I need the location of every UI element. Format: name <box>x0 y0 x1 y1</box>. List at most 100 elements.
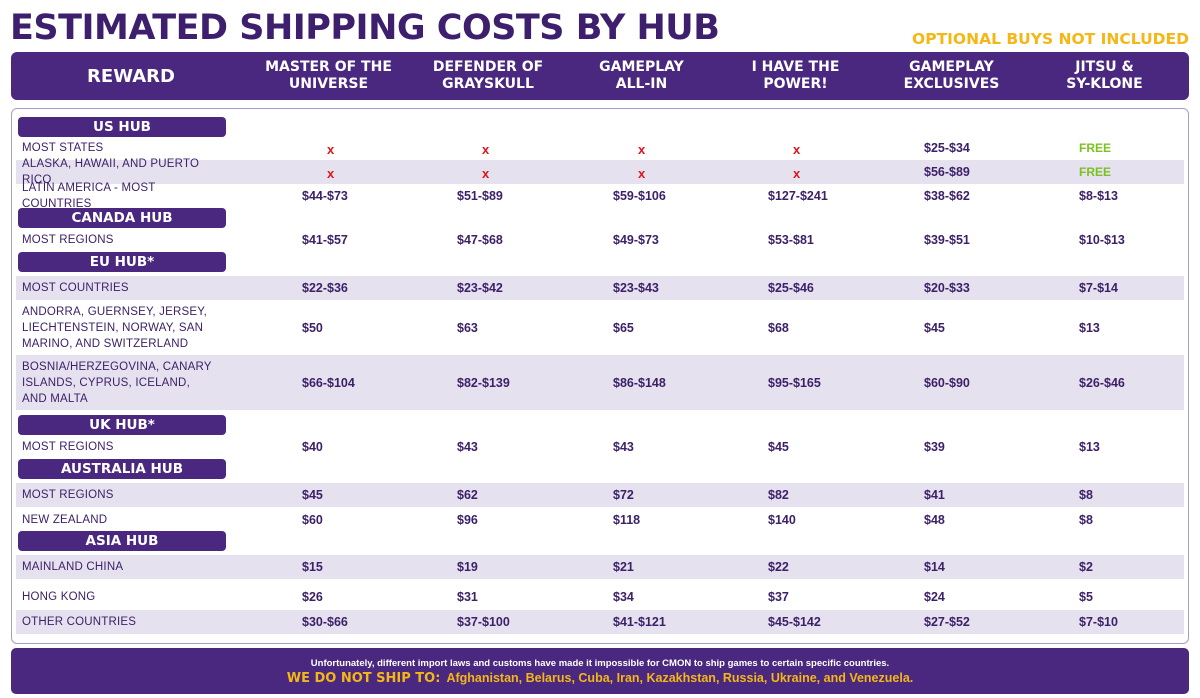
hub-label-australia: AUSTRALIA HUB <box>18 459 226 479</box>
shipping-cost-cell: $30-$66 <box>302 615 348 629</box>
table-row: NEW ZEALAND $60 $96 $118 $140 $48 $8 <box>16 509 1184 530</box>
no-ship-lead: WE DO NOT SHIP TO: <box>286 671 441 686</box>
shipping-cost-cell: $47-$68 <box>457 233 503 247</box>
shipping-cost-cell: $25-$34 <box>924 140 970 155</box>
shipping-cost-cell: $37-$100 <box>457 615 510 629</box>
shipping-cost-cell: $8 <box>1079 512 1093 527</box>
shipping-cost-cell: $82 <box>768 488 789 502</box>
header-defender-of-grayskull: DEFENDER OF GRAYSKULL <box>432 59 544 92</box>
shipping-cost-cell: $14 <box>924 560 945 574</box>
header-jitsu-sy-klone: JITSU & SY-KLONE <box>1066 59 1143 92</box>
shipping-cost-cell: $45-$142 <box>768 615 821 629</box>
shipping-cost-cell: $68 <box>768 321 789 335</box>
shipping-cost-cell: FREE <box>1079 165 1112 179</box>
shipping-cost-cell: $5 <box>1079 589 1093 604</box>
header-gameplay-all-in: GAMEPLAY ALL-IN <box>599 59 684 92</box>
shipping-cost-cell: $37 <box>768 589 789 604</box>
no-ship-countries: Afghanistan, Belarus, Cuba, Iran, Kazakh… <box>446 671 914 685</box>
row-region-name: MOST REGIONS <box>22 489 114 501</box>
shipping-cost-cell: $63 <box>457 321 478 335</box>
table-row: MAINLAND CHINA $15 $19 $21 $22 $14 $2 <box>16 555 1184 579</box>
row-region-name: ALASKA, HAWAII, AND PUERTO RICO <box>22 158 200 186</box>
shipping-cost-cell: $24 <box>924 589 945 604</box>
shipping-cost-cell: $34 <box>613 589 634 604</box>
shipping-cost-cell: $38-$62 <box>924 189 970 203</box>
shipping-cost-cell: $50 <box>302 321 323 335</box>
table-row: ALASKA, HAWAII, AND PUERTO RICO x x x x $56-$… <box>16 158 1184 186</box>
shipping-cost-cell: $20-$33 <box>924 281 970 295</box>
row-region-name: MOST REGIONS <box>22 234 114 246</box>
shipping-cost-cell: $40 <box>302 439 323 454</box>
table-row: MOST REGIONS $45 $62 $72 $82 $41 $8 <box>16 483 1184 507</box>
shipping-cost-cell: $51-$89 <box>457 189 503 203</box>
not-available-mark: x <box>793 141 801 157</box>
shipping-cost-cell: $49-$73 <box>613 233 659 247</box>
shipping-cost-cell: $118 <box>613 512 641 527</box>
not-available-mark: x <box>327 141 335 157</box>
not-available-mark: x <box>793 166 801 181</box>
hub-label-us: US HUB <box>18 117 226 137</box>
shipping-cost-cell: $44-$73 <box>302 189 348 203</box>
table-header: REWARD MASTER OF THE UNIVERSE DEFENDER O… <box>11 52 1189 100</box>
row-region-name: MAINLAND CHINA <box>22 561 124 573</box>
shipping-cost-cell: $22-$36 <box>302 281 348 295</box>
row-region-name: ANDORRA, GUERNSEY, JERSEY, LIECHTENSTEIN… <box>22 306 207 350</box>
shipping-cost-cell: $27-$52 <box>924 615 970 629</box>
table-row: ANDORRA, GUERNSEY, JERSEY, LIECHTENSTEIN… <box>16 303 1184 353</box>
shipping-cost-cell: $21 <box>613 560 634 574</box>
shipping-cost-cell: $62 <box>457 488 478 502</box>
shipping-cost-cell: $41-$121 <box>613 615 666 629</box>
shipping-cost-cell: $41-$57 <box>302 233 348 247</box>
shipping-cost-cell: $72 <box>613 488 634 502</box>
shipping-cost-cell: $56-$89 <box>924 165 970 179</box>
shipping-cost-cell: $82-$139 <box>457 375 510 390</box>
header-i-have-the-power: I HAVE THE POWER! <box>751 59 840 92</box>
shipping-cost-cell: $60 <box>302 512 323 527</box>
shipping-cost-cell: $45 <box>924 321 945 335</box>
not-available-mark: x <box>482 141 490 157</box>
shipping-cost-cell: $140 <box>768 512 796 527</box>
shipping-cost-cell: FREE <box>1079 140 1112 155</box>
no-ship-list: WE DO NOT SHIP TO: Afghanistan, Belarus, … <box>11 671 1189 686</box>
shipping-cost-cell: $95-$165 <box>768 375 821 390</box>
table-row: MOST COUNTRIES $22-$36 $23-$42 $23-$43 $25-$… <box>16 276 1184 300</box>
shipping-cost-cell: $43 <box>613 439 634 454</box>
shipping-cost-cell: $60-$90 <box>924 375 970 390</box>
shipping-cost-cell: $26 <box>302 589 323 604</box>
shipping-cost-cell: $13 <box>1079 439 1100 454</box>
shipping-cost-cell: $127-$241 <box>768 189 828 203</box>
row-region-name: OTHER COUNTRIES <box>22 616 137 628</box>
shipping-cost-cell: $8 <box>1079 488 1093 502</box>
shipping-cost-cell: $25-$46 <box>768 281 814 295</box>
row-region-name: MOST COUNTRIES <box>22 282 129 294</box>
table-row: MOST STATES x x x x $25-$34 FREE <box>16 137 1184 158</box>
row-region-name: NEW ZEALAND <box>22 513 108 526</box>
shipping-cost-cell: $15 <box>302 560 323 574</box>
footer-notice: Unfortunately, different import laws and… <box>310 658 890 669</box>
shipping-cost-cell: $31 <box>457 589 478 604</box>
row-region-name: BOSNIA/HERZEGOVINA, CANARY ISLANDS, CYPR… <box>22 360 212 405</box>
shipping-cost-cell: $39-$51 <box>924 233 970 247</box>
not-available-mark: x <box>482 166 490 181</box>
header-master-of-the-universe: MASTER OF THE UNIVERSE <box>265 59 392 92</box>
shipping-cost-cell: $10-$13 <box>1079 233 1125 247</box>
not-available-mark: x <box>638 166 646 181</box>
hub-label-canada: CANADA HUB <box>18 208 226 228</box>
shipping-cost-cell: $23-$43 <box>613 281 659 295</box>
shipping-cost-cell: $39 <box>924 439 945 454</box>
shipping-cost-cell: $41 <box>924 488 945 502</box>
shipping-cost-cell: $8-$13 <box>1079 189 1118 203</box>
shipping-cost-cell: $22 <box>768 560 789 574</box>
table-row: MOST REGIONS $40 $43 $43 $45 $39 $13 <box>16 436 1184 457</box>
shipping-cost-cell: $65 <box>613 321 634 335</box>
row-region-name: MOST STATES <box>22 141 104 154</box>
row-region-name: LATIN AMERICA - MOST COUNTRIES <box>22 182 156 210</box>
hub-label-uk: UK HUB* <box>18 415 226 435</box>
shipping-cost-cell: $7-$14 <box>1079 281 1118 295</box>
hub-label-eu: EU HUB* <box>18 252 226 272</box>
shipping-cost-cell: $48 <box>924 512 945 527</box>
header-reward: REWARD <box>87 65 175 87</box>
shipping-cost-cell: $86-$148 <box>613 375 666 390</box>
shipping-cost-cell: $45 <box>302 488 323 502</box>
not-available-mark: x <box>638 141 646 157</box>
